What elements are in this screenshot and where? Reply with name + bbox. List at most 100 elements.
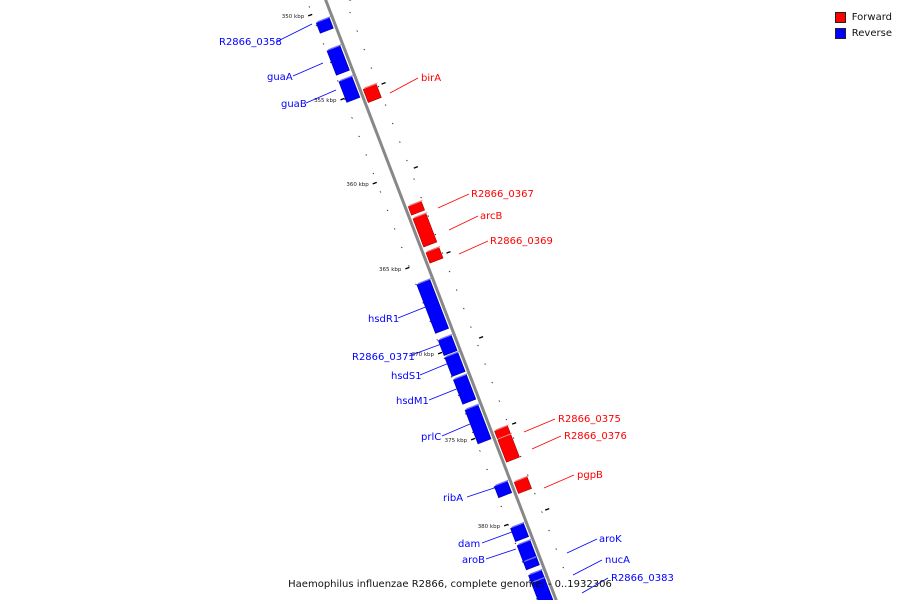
gene-leader-hsdR1 bbox=[398, 306, 428, 318]
major-tick-mark bbox=[471, 438, 475, 440]
minor-tick-right bbox=[563, 567, 564, 568]
minor-tick-left bbox=[309, 6, 310, 7]
strand-legend: Forward Reverse bbox=[835, 9, 892, 41]
major-tick-mark bbox=[405, 267, 409, 269]
minor-tick-left bbox=[515, 543, 516, 544]
minor-tick-left bbox=[387, 210, 388, 211]
gene-label-aroK: aroK bbox=[599, 534, 622, 545]
gene-label-R2866_0358: R2866_0358 bbox=[219, 37, 282, 48]
minor-tick-right bbox=[499, 401, 500, 402]
minor-tick-right bbox=[399, 142, 400, 143]
minor-tick-right bbox=[406, 160, 407, 161]
minor-tick-right bbox=[442, 253, 443, 254]
major-tick-label: 380 kbp bbox=[478, 524, 501, 530]
minor-tick-left bbox=[394, 228, 395, 229]
gene-label-birA: birA bbox=[421, 73, 441, 84]
gene-block-R2866_0367 bbox=[408, 202, 424, 215]
gene-leader-dam bbox=[482, 532, 512, 543]
minor-tick-right bbox=[392, 123, 393, 124]
gene-label-pgpB: pgpB bbox=[577, 470, 603, 481]
minor-tick-right bbox=[556, 549, 557, 550]
minor-tick-right bbox=[435, 234, 436, 235]
major-tick-label: 365 kbp bbox=[379, 267, 402, 273]
major-tick-mark bbox=[414, 167, 418, 169]
genome-caption: Haemophilus influenzae R2866, complete g… bbox=[0, 579, 900, 590]
gene-leader-R2866_0375 bbox=[524, 419, 555, 432]
gene-leader-arcB bbox=[449, 216, 478, 230]
minor-tick-right bbox=[449, 271, 450, 272]
legend-item-forward: Forward bbox=[835, 9, 892, 25]
gene-label-R2866_0375: R2866_0375 bbox=[558, 414, 621, 425]
gene-block-ribA bbox=[494, 481, 511, 497]
gene-leader-R2866_0376 bbox=[532, 436, 561, 449]
minor-tick-right bbox=[385, 105, 386, 106]
gene-label-hsdM1: hsdM1 bbox=[396, 396, 429, 407]
gene-leader-R2866_0367 bbox=[438, 194, 469, 208]
gene-block-arcB bbox=[413, 214, 437, 247]
minor-tick-right bbox=[364, 49, 365, 50]
minor-tick-right bbox=[527, 475, 528, 476]
minor-tick-left bbox=[373, 173, 374, 174]
minor-tick-right bbox=[478, 345, 479, 346]
major-tick-mark bbox=[545, 509, 549, 511]
minor-tick-right bbox=[534, 493, 535, 494]
major-tick-mark bbox=[308, 14, 312, 16]
gene-label-R2866_0376: R2866_0376 bbox=[564, 431, 627, 442]
gene-block-R2866_0358 bbox=[316, 18, 333, 33]
gene-label-hsdS1: hsdS1 bbox=[391, 371, 422, 382]
minor-tick-left bbox=[366, 154, 367, 155]
gene-leader-aroB bbox=[486, 549, 516, 559]
gene-label-nucA: nucA bbox=[605, 555, 630, 566]
minor-tick-right bbox=[492, 382, 493, 383]
major-tick-mark bbox=[512, 423, 516, 425]
minor-tick-right bbox=[456, 290, 457, 291]
major-tick-label: 350 kbp bbox=[282, 14, 305, 20]
gene-leader-nucA bbox=[573, 560, 602, 575]
minor-tick-right bbox=[520, 456, 521, 457]
major-tick-mark bbox=[382, 83, 386, 85]
legend-item-reverse: Reverse bbox=[835, 25, 892, 41]
legend-label-forward: Forward bbox=[852, 12, 892, 23]
minor-tick-right bbox=[428, 216, 429, 217]
gene-label-ribA: ribA bbox=[443, 493, 463, 504]
minor-tick-right bbox=[470, 327, 471, 328]
gene-block-R2866_0369 bbox=[426, 248, 443, 263]
gene-label-R2866_0369: R2866_0369 bbox=[490, 236, 553, 247]
gene-label-arcB: arcB bbox=[480, 211, 503, 222]
gene-leader-birA bbox=[390, 78, 418, 93]
gene-label-aroB: aroB bbox=[462, 555, 485, 566]
gene-leader-hsdS1 bbox=[420, 363, 449, 375]
gene-label-hsdR1: hsdR1 bbox=[368, 314, 399, 325]
gene-leader-guaA bbox=[293, 63, 323, 76]
gene-leader-R2866_0369 bbox=[459, 241, 488, 254]
legend-label-reverse: Reverse bbox=[852, 28, 892, 39]
gene-label-R2866_0371: R2866_0371 bbox=[352, 352, 415, 363]
minor-tick-left bbox=[337, 80, 338, 81]
gene-leader-pgpB bbox=[544, 475, 574, 488]
major-tick-label: 360 kbp bbox=[346, 182, 369, 188]
major-tick-mark bbox=[373, 182, 377, 184]
major-tick-mark bbox=[479, 337, 483, 339]
minor-tick-right bbox=[549, 530, 550, 531]
minor-tick-right bbox=[485, 364, 486, 365]
minor-tick-right bbox=[421, 197, 422, 198]
minor-tick-left bbox=[487, 469, 488, 470]
minor-tick-left bbox=[401, 247, 402, 248]
major-tick-mark bbox=[446, 252, 450, 254]
minor-tick-left bbox=[408, 265, 409, 266]
minor-tick-right bbox=[378, 86, 379, 87]
gene-block-pgpB bbox=[514, 477, 531, 493]
minor-tick-right bbox=[371, 68, 372, 69]
gene-leader-aroK bbox=[567, 539, 597, 553]
major-tick-mark bbox=[504, 524, 508, 526]
minor-tick-left bbox=[437, 339, 438, 340]
gene-label-R2866_0367: R2866_0367 bbox=[471, 189, 534, 200]
forward-swatch-icon bbox=[835, 12, 846, 23]
gene-leader-prlC bbox=[442, 424, 470, 436]
gene-label-prlC: prlC bbox=[421, 432, 441, 443]
minor-tick-left bbox=[380, 191, 381, 192]
gene-label-dam: dam bbox=[458, 539, 480, 550]
major-tick-mark bbox=[340, 98, 344, 100]
